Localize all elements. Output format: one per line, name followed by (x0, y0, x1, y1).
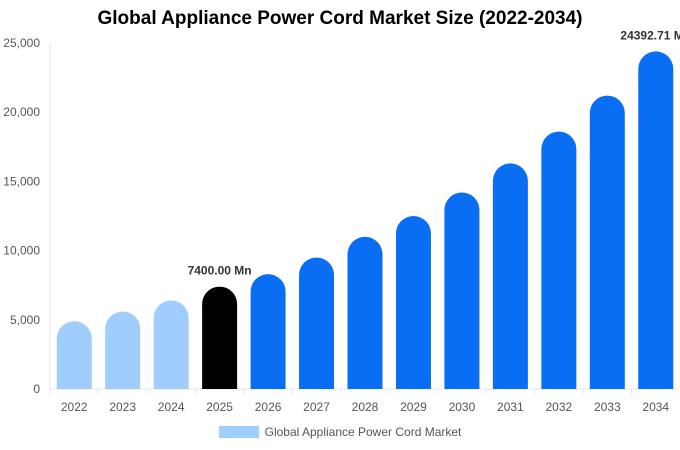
y-axis: 0 5,000 10,000 15,000 20,000 25,000 (3, 36, 51, 396)
legend[interactable]: Global Appliance Power Cord Market (0, 425, 680, 439)
x-tick-label-2026: 2026 (255, 400, 282, 414)
annotations-group: 7400.00 Mn 24392.71 Mn (188, 28, 680, 277)
bar-2031[interactable] (492, 163, 528, 389)
y-tick-label: 5,000 (10, 313, 40, 327)
x-tick-label-2030: 2030 (449, 400, 476, 414)
x-axis: 2022 2023 2024 2025 2026 2027 2028 2029 2030 2031… (49, 388, 678, 414)
x-tick-label-2029: 2029 (400, 400, 427, 414)
bar-2026[interactable] (250, 274, 286, 389)
bar-2027[interactable] (299, 257, 335, 389)
x-tick-label-2023: 2023 (109, 400, 136, 414)
bar-2028[interactable] (347, 236, 383, 389)
x-tick-label-2028: 2028 (352, 400, 379, 414)
x-tick-label-2031: 2031 (497, 400, 524, 414)
legend-label: Global Appliance Power Cord Market (264, 425, 462, 439)
data-label-2034: 24392.71 Mn (620, 28, 680, 42)
x-tick-label-2025: 2025 (206, 400, 233, 414)
bar-2024[interactable] (153, 300, 189, 389)
bar-2029[interactable] (395, 216, 431, 389)
bar-2033[interactable] (589, 95, 625, 389)
bar-2034[interactable] (638, 51, 674, 389)
bar-2023[interactable] (105, 311, 141, 389)
x-tick-label-2022: 2022 (61, 400, 88, 414)
x-tick-label-2024: 2024 (158, 400, 185, 414)
x-tick-label-2032: 2032 (545, 400, 572, 414)
y-tick-label: 20,000 (3, 105, 40, 119)
bar-2032[interactable] (541, 131, 577, 390)
legend-swatch (218, 426, 259, 438)
y-tick-label: 15,000 (3, 174, 40, 188)
bar-2030[interactable] (444, 192, 480, 389)
bar-2022[interactable] (56, 321, 92, 389)
x-tick-label-2033: 2033 (594, 400, 621, 414)
data-label-2025: 7400.00 Mn (188, 264, 252, 278)
chart-title: Global Appliance Power Cord Market Size … (97, 8, 583, 29)
bars-group (56, 51, 674, 390)
y-tick-label: 25,000 (3, 36, 40, 50)
x-tick-label-2034: 2034 (642, 400, 669, 414)
x-tick-label-2027: 2027 (303, 400, 330, 414)
y-tick-label: 10,000 (3, 244, 40, 258)
y-tick-label: 0 (33, 382, 40, 396)
bar-2025[interactable] (202, 286, 238, 389)
